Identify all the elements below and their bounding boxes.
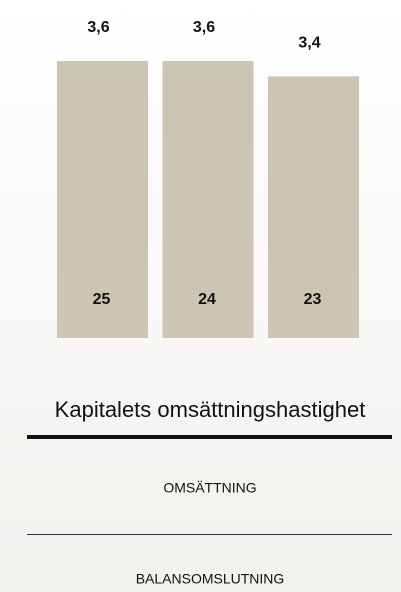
denominator-label: BALANSOMSLUTNING xyxy=(136,571,285,587)
fraction-bar-thin xyxy=(27,534,392,535)
category-label: 25 xyxy=(93,291,111,308)
chart-title: Kapitalets omsättningshastighet xyxy=(55,397,366,422)
value-label: 3,4 xyxy=(298,35,320,52)
category-label: 23 xyxy=(304,291,322,308)
bar xyxy=(162,61,254,338)
fraction-bar-thick xyxy=(27,435,392,439)
numerator-label: OMSÄTTNING xyxy=(163,480,256,496)
value-label: 3,6 xyxy=(193,19,215,36)
bar xyxy=(57,61,148,338)
category-label: 24 xyxy=(198,291,216,308)
bar xyxy=(268,76,359,338)
value-label: 3,6 xyxy=(87,19,109,36)
